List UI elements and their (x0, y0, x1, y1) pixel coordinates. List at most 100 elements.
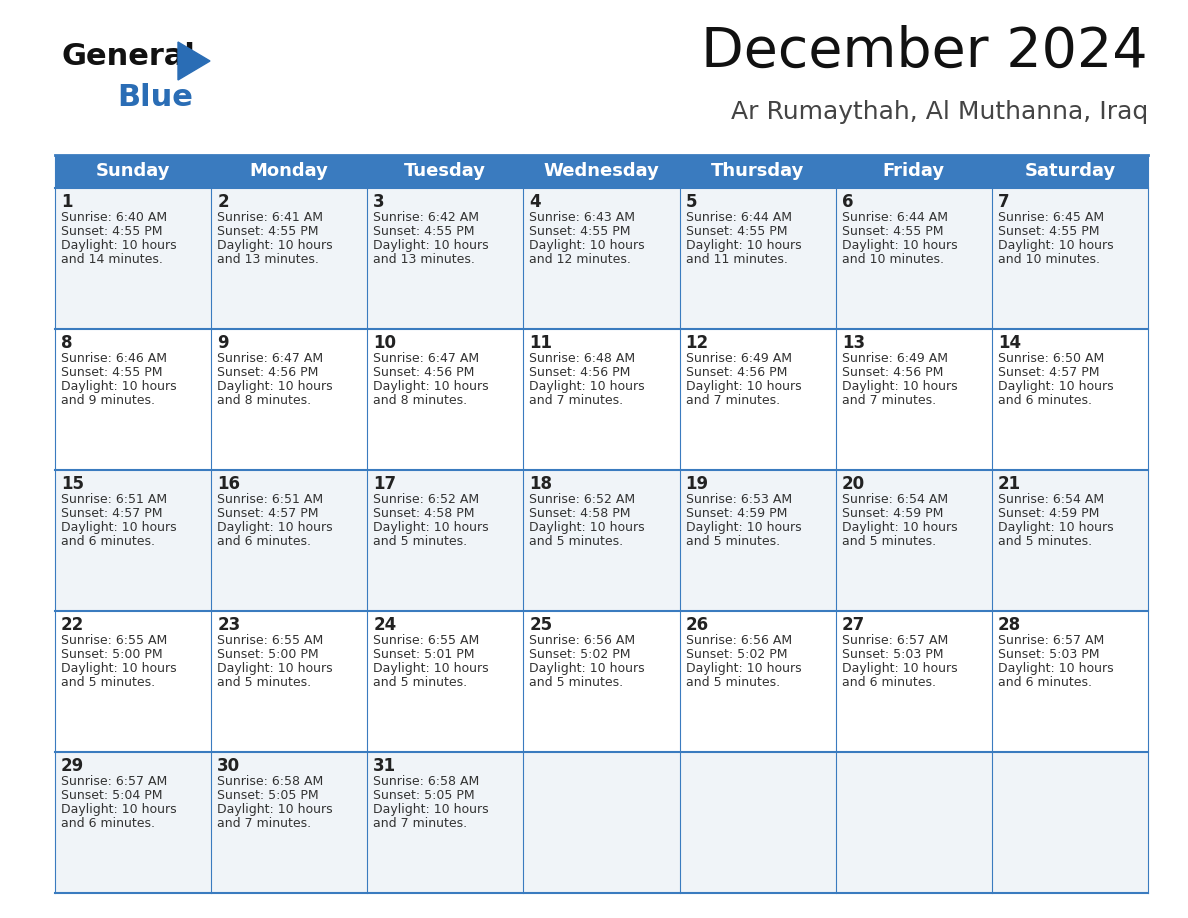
Text: General: General (62, 42, 196, 71)
Text: and 5 minutes.: and 5 minutes. (217, 676, 311, 689)
Text: Daylight: 10 hours: Daylight: 10 hours (61, 662, 177, 675)
Text: Sunrise: 6:57 AM: Sunrise: 6:57 AM (998, 634, 1104, 647)
Text: 24: 24 (373, 616, 397, 634)
Text: Daylight: 10 hours: Daylight: 10 hours (842, 380, 958, 393)
Text: Sunset: 5:03 PM: Sunset: 5:03 PM (842, 648, 943, 661)
Bar (55, 188, 211, 329)
Text: 7: 7 (998, 193, 1010, 211)
Text: Daylight: 10 hours: Daylight: 10 hours (373, 662, 489, 675)
Text: and 7 minutes.: and 7 minutes. (530, 394, 624, 407)
Text: and 12 minutes.: and 12 minutes. (530, 253, 631, 266)
Text: Ar Rumaythah, Al Muthanna, Iraq: Ar Rumaythah, Al Muthanna, Iraq (731, 100, 1148, 124)
Text: Sunrise: 6:49 AM: Sunrise: 6:49 AM (842, 352, 948, 365)
Text: and 5 minutes.: and 5 minutes. (61, 676, 156, 689)
Bar (367, 470, 524, 611)
Text: and 5 minutes.: and 5 minutes. (530, 535, 624, 548)
Text: Sunrise: 6:52 AM: Sunrise: 6:52 AM (530, 493, 636, 506)
Bar (835, 752, 992, 893)
Text: Daylight: 10 hours: Daylight: 10 hours (530, 662, 645, 675)
Bar (211, 470, 367, 611)
Text: Daylight: 10 hours: Daylight: 10 hours (998, 239, 1113, 252)
Text: Sunrise: 6:55 AM: Sunrise: 6:55 AM (61, 634, 168, 647)
Text: Daylight: 10 hours: Daylight: 10 hours (685, 380, 801, 393)
Text: 9: 9 (217, 334, 229, 352)
Text: and 5 minutes.: and 5 minutes. (373, 676, 467, 689)
Text: Sunrise: 6:46 AM: Sunrise: 6:46 AM (61, 352, 168, 365)
Text: Daylight: 10 hours: Daylight: 10 hours (530, 521, 645, 534)
Text: Sunrise: 6:55 AM: Sunrise: 6:55 AM (373, 634, 480, 647)
Bar (524, 470, 680, 611)
Text: Sunset: 4:57 PM: Sunset: 4:57 PM (217, 507, 318, 520)
Text: 4: 4 (530, 193, 541, 211)
Text: Sunset: 5:00 PM: Sunset: 5:00 PM (61, 648, 163, 661)
Bar (992, 611, 1148, 752)
Text: Daylight: 10 hours: Daylight: 10 hours (998, 662, 1113, 675)
Text: Daylight: 10 hours: Daylight: 10 hours (373, 239, 489, 252)
Bar (835, 188, 992, 329)
Text: and 6 minutes.: and 6 minutes. (998, 394, 1092, 407)
Bar (524, 155, 680, 188)
Bar (367, 188, 524, 329)
Text: and 5 minutes.: and 5 minutes. (685, 676, 779, 689)
Bar (992, 329, 1148, 470)
Text: Daylight: 10 hours: Daylight: 10 hours (685, 239, 801, 252)
Text: 5: 5 (685, 193, 697, 211)
Text: Sunrise: 6:47 AM: Sunrise: 6:47 AM (217, 352, 323, 365)
Text: Daylight: 10 hours: Daylight: 10 hours (685, 521, 801, 534)
Text: 8: 8 (61, 334, 72, 352)
Text: Daylight: 10 hours: Daylight: 10 hours (998, 521, 1113, 534)
Text: Daylight: 10 hours: Daylight: 10 hours (530, 380, 645, 393)
Text: and 13 minutes.: and 13 minutes. (373, 253, 475, 266)
Text: Daylight: 10 hours: Daylight: 10 hours (842, 521, 958, 534)
Text: 10: 10 (373, 334, 397, 352)
Text: Sunset: 4:55 PM: Sunset: 4:55 PM (530, 225, 631, 238)
Text: 21: 21 (998, 475, 1020, 493)
Text: 19: 19 (685, 475, 709, 493)
Text: Sunset: 4:55 PM: Sunset: 4:55 PM (842, 225, 943, 238)
Bar (367, 611, 524, 752)
Text: Daylight: 10 hours: Daylight: 10 hours (61, 803, 177, 816)
Text: Daylight: 10 hours: Daylight: 10 hours (217, 803, 333, 816)
Text: Sunrise: 6:58 AM: Sunrise: 6:58 AM (217, 775, 323, 788)
Text: Sunrise: 6:49 AM: Sunrise: 6:49 AM (685, 352, 791, 365)
Text: and 5 minutes.: and 5 minutes. (842, 535, 936, 548)
Bar (835, 329, 992, 470)
Text: 31: 31 (373, 757, 397, 775)
Text: Sunrise: 6:44 AM: Sunrise: 6:44 AM (842, 211, 948, 224)
Bar (835, 470, 992, 611)
Text: Daylight: 10 hours: Daylight: 10 hours (842, 239, 958, 252)
Text: Sunset: 5:05 PM: Sunset: 5:05 PM (217, 789, 318, 802)
Bar (367, 752, 524, 893)
Text: and 7 minutes.: and 7 minutes. (685, 394, 779, 407)
Bar (55, 470, 211, 611)
Text: Sunset: 4:57 PM: Sunset: 4:57 PM (998, 366, 1099, 379)
Text: Sunset: 4:58 PM: Sunset: 4:58 PM (530, 507, 631, 520)
Text: Daylight: 10 hours: Daylight: 10 hours (373, 380, 489, 393)
Bar (211, 611, 367, 752)
Text: 18: 18 (530, 475, 552, 493)
Bar (680, 470, 835, 611)
Bar (55, 611, 211, 752)
Bar (55, 329, 211, 470)
Text: Sunrise: 6:42 AM: Sunrise: 6:42 AM (373, 211, 479, 224)
Text: Sunset: 4:59 PM: Sunset: 4:59 PM (842, 507, 943, 520)
Text: Sunset: 4:59 PM: Sunset: 4:59 PM (685, 507, 786, 520)
Text: Daylight: 10 hours: Daylight: 10 hours (217, 662, 333, 675)
Text: and 13 minutes.: and 13 minutes. (217, 253, 320, 266)
Text: Daylight: 10 hours: Daylight: 10 hours (61, 380, 177, 393)
Text: Sunrise: 6:50 AM: Sunrise: 6:50 AM (998, 352, 1104, 365)
Text: Sunrise: 6:55 AM: Sunrise: 6:55 AM (217, 634, 323, 647)
Text: Friday: Friday (883, 162, 944, 181)
Text: Daylight: 10 hours: Daylight: 10 hours (217, 521, 333, 534)
Bar (211, 752, 367, 893)
Text: Sunrise: 6:58 AM: Sunrise: 6:58 AM (373, 775, 480, 788)
Bar (680, 752, 835, 893)
Text: 26: 26 (685, 616, 709, 634)
Text: Sunrise: 6:51 AM: Sunrise: 6:51 AM (217, 493, 323, 506)
Bar (211, 188, 367, 329)
Text: Sunrise: 6:45 AM: Sunrise: 6:45 AM (998, 211, 1104, 224)
Text: 6: 6 (842, 193, 853, 211)
Text: Sunset: 4:58 PM: Sunset: 4:58 PM (373, 507, 475, 520)
Text: Sunset: 4:56 PM: Sunset: 4:56 PM (217, 366, 318, 379)
Text: Sunrise: 6:44 AM: Sunrise: 6:44 AM (685, 211, 791, 224)
